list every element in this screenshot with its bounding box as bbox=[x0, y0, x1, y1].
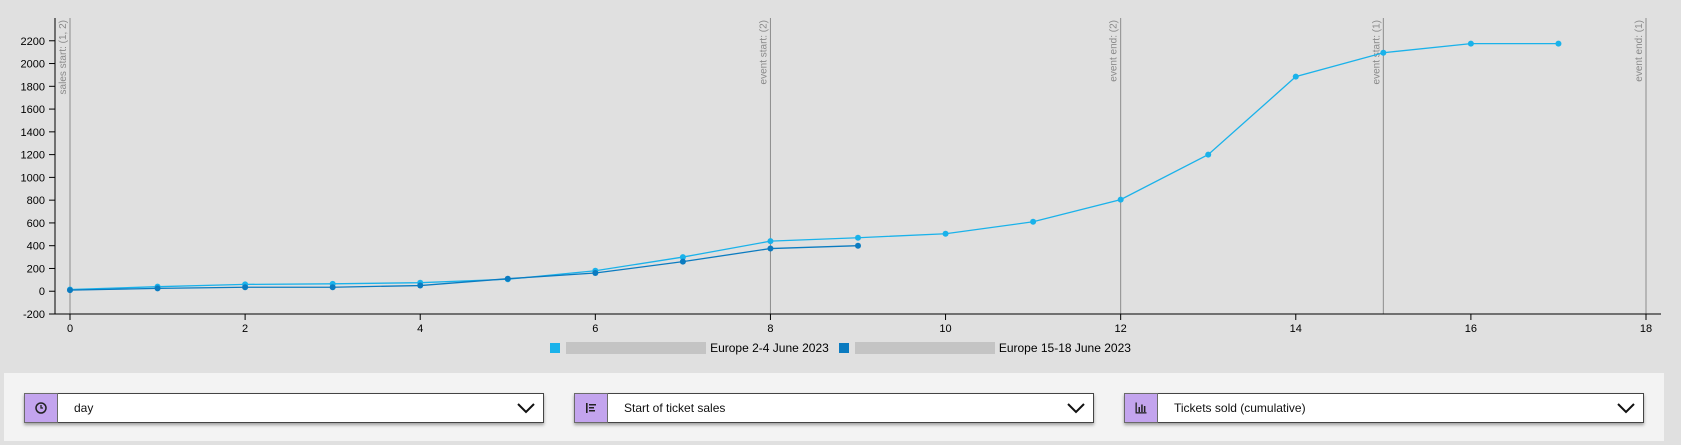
chart-controls: day Start of ticket sales bbox=[4, 373, 1664, 441]
series-2-point bbox=[242, 284, 249, 291]
legend-item-2[interactable]: Europe 15-18 June 2023 bbox=[838, 341, 1131, 355]
series-2-point bbox=[592, 270, 599, 277]
interval-select[interactable]: day bbox=[24, 393, 544, 423]
chart-area: sales start: (1, 2) event start: (2) event… bbox=[21, 18, 1661, 335]
alignment-select-value: Start of ticket sales bbox=[624, 401, 726, 415]
y-tick-label: 1400 bbox=[21, 127, 45, 139]
legend-swatch-1 bbox=[550, 343, 561, 353]
x-tick-label: 12 bbox=[1115, 323, 1127, 335]
y-tick-label: 800 bbox=[27, 195, 45, 207]
series-1-point bbox=[1555, 40, 1562, 47]
x-tick-label: 10 bbox=[939, 323, 951, 335]
y-tick-label: 1000 bbox=[21, 172, 45, 184]
clock-icon bbox=[24, 393, 58, 423]
series-1-point bbox=[1030, 218, 1037, 225]
alignment-select[interactable]: Start of ticket sales bbox=[574, 393, 1094, 423]
series-1-point bbox=[1117, 196, 1124, 203]
y-tick-label: -200 bbox=[23, 309, 45, 321]
series-1-point bbox=[679, 254, 686, 261]
series-2-point bbox=[154, 285, 161, 292]
series-2-point bbox=[855, 242, 861, 249]
interval-select-box[interactable]: day bbox=[58, 393, 544, 423]
series-1-point bbox=[767, 238, 774, 245]
y-tick-label: 600 bbox=[27, 218, 45, 230]
x-tick-label: 6 bbox=[592, 323, 598, 335]
x-tick-label: 4 bbox=[417, 323, 423, 335]
metric-select-box[interactable]: Tickets sold (cumulative) bbox=[1158, 393, 1644, 423]
series-2-point bbox=[767, 245, 774, 252]
series-1-point bbox=[942, 230, 949, 237]
series-1-point bbox=[1292, 73, 1299, 80]
series-2-point bbox=[504, 275, 511, 282]
x-tick-label: 18 bbox=[1640, 323, 1652, 335]
chevron-down-icon[interactable] bbox=[1617, 401, 1635, 415]
y-tick-label: 2000 bbox=[21, 59, 45, 71]
legend-label-2: Europe 15-18 June 2023 bbox=[998, 341, 1131, 355]
alignment-select-box[interactable]: Start of ticket sales bbox=[608, 393, 1094, 423]
event-line-label-2: event start: (2) bbox=[758, 20, 769, 84]
series-2-point bbox=[679, 258, 686, 265]
series-2-point bbox=[329, 284, 336, 291]
line-chart: sales start: (1, 2) event start: (2) event… bbox=[21, 18, 1661, 335]
x-tick-label: 16 bbox=[1465, 323, 1477, 335]
event-line-label-4: event start: (1) bbox=[1371, 20, 1382, 84]
series-line-1 bbox=[69, 42, 1559, 291]
x-tick-label: 8 bbox=[767, 323, 773, 335]
chevron-down-icon[interactable] bbox=[1067, 401, 1085, 415]
chart-legend: Europe 2-4 June 2023 Europe 15-18 June 2… bbox=[0, 336, 1681, 360]
x-tick-label: 14 bbox=[1290, 323, 1302, 335]
series-1-point bbox=[1205, 151, 1212, 158]
bar-chart-icon bbox=[1124, 393, 1158, 423]
y-tick-label: 1800 bbox=[21, 81, 45, 93]
series-2-point bbox=[67, 287, 73, 294]
align-left-icon bbox=[574, 393, 608, 423]
legend-redacted-text-1 bbox=[566, 342, 707, 354]
series-1-point bbox=[1467, 40, 1474, 47]
event-line-label-1: sales start: (1, 2) bbox=[58, 20, 69, 94]
chevron-down-icon[interactable] bbox=[517, 401, 535, 415]
series-1-point bbox=[1380, 49, 1387, 56]
interval-select-value: day bbox=[74, 401, 94, 415]
event-line-label-3: event end: (2) bbox=[1109, 20, 1120, 82]
legend-item-1[interactable]: Europe 2-4 June 2023 bbox=[550, 341, 829, 355]
metric-select[interactable]: Tickets sold (cumulative) bbox=[1124, 393, 1644, 423]
x-tick-label: 0 bbox=[67, 323, 73, 335]
y-tick-label: 1200 bbox=[21, 150, 45, 162]
x-tick-label: 2 bbox=[242, 323, 248, 335]
legend-swatch-2 bbox=[838, 343, 849, 353]
legend-redacted-text-2 bbox=[854, 342, 995, 354]
legend-label-1: Europe 2-4 June 2023 bbox=[710, 341, 829, 355]
event-line-label-5: event end: (1) bbox=[1634, 20, 1645, 82]
y-tick-label: 200 bbox=[27, 263, 45, 275]
y-tick-label: 400 bbox=[27, 241, 45, 253]
series-line-2 bbox=[69, 245, 859, 291]
series-1-point bbox=[855, 234, 861, 241]
y-tick-label: 1600 bbox=[21, 104, 45, 116]
metric-select-value: Tickets sold (cumulative) bbox=[1174, 401, 1306, 415]
y-tick-label: 2200 bbox=[21, 36, 45, 48]
series-2-point bbox=[417, 282, 424, 289]
y-tick-label: 0 bbox=[39, 286, 45, 298]
